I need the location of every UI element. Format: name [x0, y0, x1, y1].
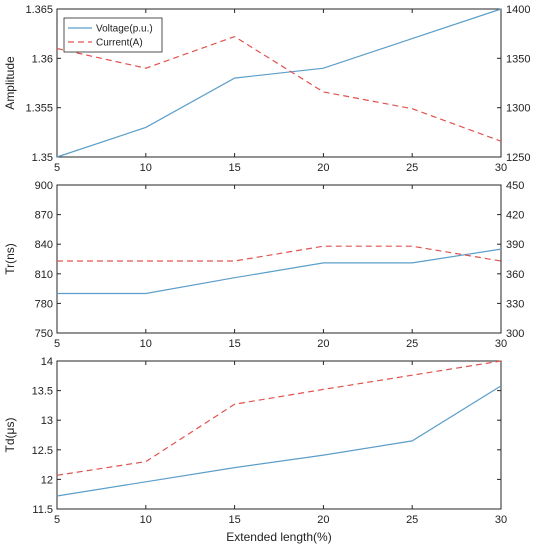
plot-area	[56, 184, 502, 334]
y2-tick-label: 360	[506, 269, 524, 281]
y2-tick-label: 330	[506, 298, 524, 310]
y-axis-label: Tr(ns)	[3, 243, 17, 275]
y-tick-label: 900	[35, 180, 53, 192]
y-tick-label: 810	[35, 269, 53, 281]
voltage-series-line	[56, 8, 502, 158]
y-tick-label: 870	[35, 210, 53, 222]
x-tick-label: 30	[495, 514, 507, 526]
x-tick-label: 15	[228, 162, 240, 174]
y2-tick-label: 1250	[506, 152, 530, 164]
y2-tick-label: 450	[506, 180, 524, 192]
y-tick-label: 14	[41, 356, 53, 368]
y2-tick-label: 390	[506, 239, 524, 251]
y-tick-label: 1.35	[32, 152, 53, 164]
y-tick-label: 12.5	[32, 445, 53, 457]
current-series-line	[56, 35, 502, 142]
x-tick-label: 25	[406, 338, 418, 350]
x-tick-label: 25	[406, 162, 418, 174]
x-tick-label: 10	[140, 514, 152, 526]
chart-panel-2: 5 10 15 20 25 30 750 780 810 840 870 900 300 330 360 39…	[3, 180, 524, 350]
legend: Voltage(p.u.) Current(A)	[63, 17, 163, 53]
y2-tick-label: 300	[506, 328, 524, 340]
x-tick-label: 10	[140, 162, 152, 174]
current-series-line	[56, 360, 502, 476]
y-tick-label: 1.365	[25, 4, 53, 16]
x-tick-label: 20	[317, 162, 329, 174]
y-tick-label: 780	[35, 298, 53, 310]
chart-panel-3: 5 10 15 20 25 30 11.5 12 12.5 13 13.5 14 Td(μs) Exten…	[3, 356, 507, 544]
x-tick-label: 5	[54, 162, 60, 174]
y2-tick-label: 1300	[506, 103, 530, 115]
x-tick-label: 10	[140, 338, 152, 350]
y-tick-label: 1.355	[25, 103, 53, 115]
y2-tick-label: 1350	[506, 53, 530, 65]
y-axis-label: Td(μs)	[3, 418, 17, 453]
y-tick-label: 13.5	[32, 386, 53, 398]
x-tick-label: 15	[228, 514, 240, 526]
legend-box	[63, 17, 163, 53]
current-series-line	[57, 245, 502, 262]
plot-area	[56, 360, 502, 510]
x-tick-label: 15	[228, 338, 240, 350]
y-tick-label: 840	[35, 239, 53, 251]
voltage-series-line	[57, 248, 502, 295]
chart-panel-1: 5 10 15 20 25 30 1.35 1.355 1.36 1.365 1250 1300 135…	[3, 4, 530, 174]
voltage-series-line	[56, 385, 502, 497]
x-axis-label: Extended length(%)	[226, 530, 331, 544]
y-tick-label: 13	[41, 415, 53, 427]
x-tick-label: 5	[54, 514, 60, 526]
legend-entry: Voltage(p.u.)	[96, 24, 153, 35]
x-tick-label: 20	[317, 338, 329, 350]
x-tick-label: 20	[317, 514, 329, 526]
y-tick-label: 1.36	[32, 53, 53, 65]
x-tick-label: 5	[54, 338, 60, 350]
y-tick-label: 11.5	[32, 504, 53, 516]
x-tick-label: 30	[495, 338, 507, 350]
y2-tick-label: 420	[506, 210, 524, 222]
legend-entry: Current(A)	[96, 38, 143, 49]
y2-tick-label: 1400	[506, 4, 530, 16]
y-tick-label: 750	[35, 328, 53, 340]
x-tick-label: 25	[406, 514, 418, 526]
x-tick-label: 30	[495, 162, 507, 174]
y-axis-label: Amplitude	[3, 56, 17, 110]
y-tick-label: 12	[41, 474, 53, 486]
